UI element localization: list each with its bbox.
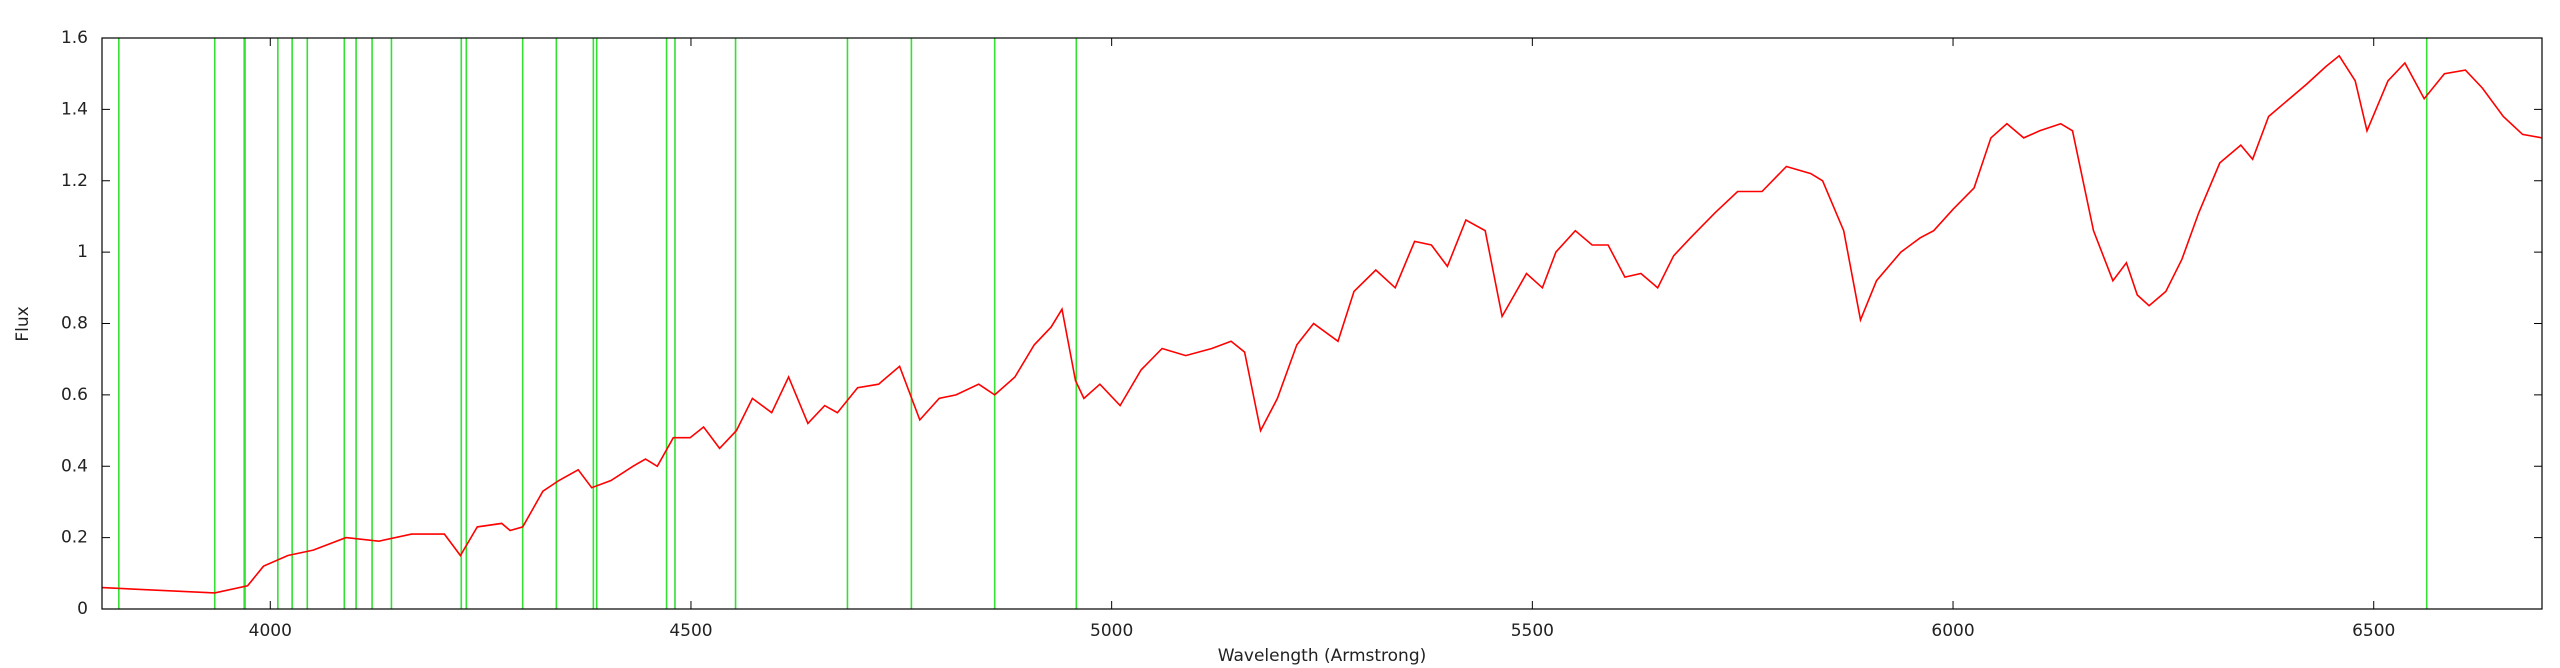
x-tick-label: 4000 bbox=[249, 621, 292, 641]
y-tick-label: 0 bbox=[77, 599, 88, 619]
x-tick-label: 4500 bbox=[669, 621, 712, 641]
x-axis-label: Wavelength (Armstrong) bbox=[1218, 646, 1427, 666]
y-tick-label: 0.2 bbox=[61, 528, 88, 548]
spectrum-line bbox=[101, 54, 2543, 594]
y-tick-label: 1.6 bbox=[61, 28, 88, 48]
y-tick-label: 1.2 bbox=[61, 171, 88, 191]
y-tick-label: 0.4 bbox=[61, 456, 88, 476]
y-tick-label: 1 bbox=[77, 242, 88, 262]
y-axis-label: Flux bbox=[13, 306, 33, 341]
x-tick-label: 6500 bbox=[2352, 621, 2395, 641]
x-tick-label: 5500 bbox=[1511, 621, 1554, 641]
y-tick-label: 0.6 bbox=[61, 385, 88, 405]
x-tick-label: 5000 bbox=[1090, 621, 1133, 641]
y-tick-label: 0.8 bbox=[61, 314, 88, 334]
x-tick-label: 6000 bbox=[1931, 621, 1974, 641]
plot-frame bbox=[101, 37, 2543, 610]
y-tick-label: 1.4 bbox=[61, 99, 88, 119]
